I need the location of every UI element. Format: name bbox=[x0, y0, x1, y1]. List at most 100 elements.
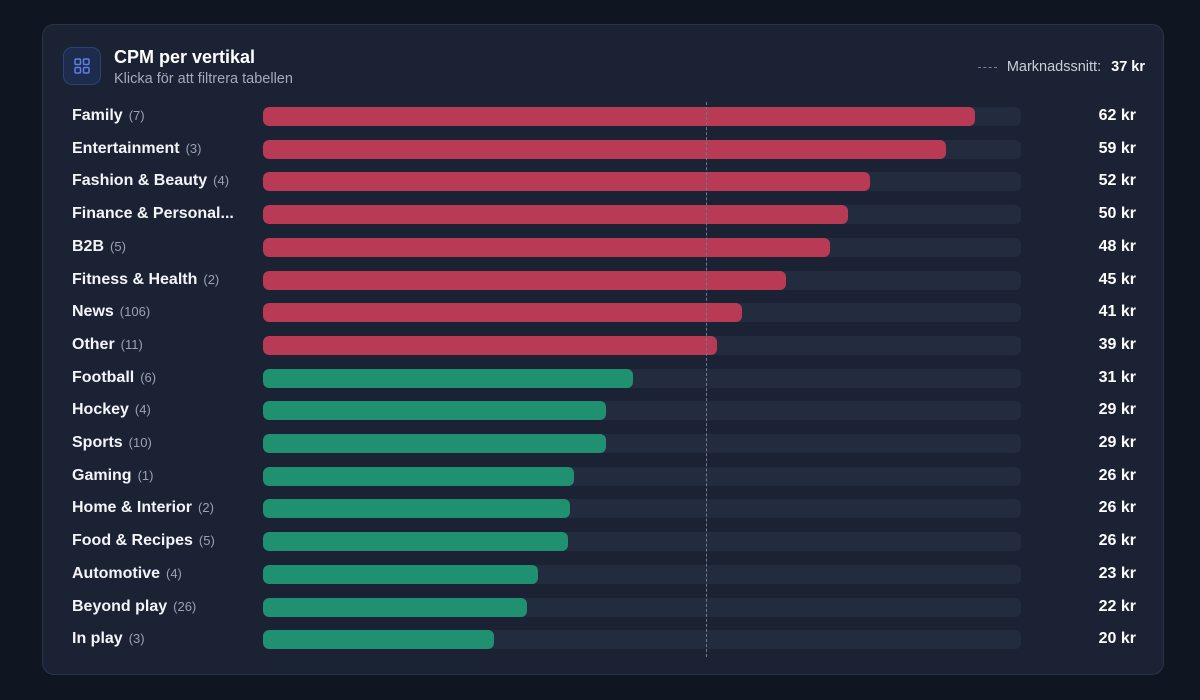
category-label: Finance & Personal... bbox=[72, 200, 254, 228]
bar-track bbox=[263, 597, 1021, 617]
average-value: 37 kr bbox=[1111, 59, 1145, 75]
category-count: (106) bbox=[119, 304, 151, 320]
category-count: (4) bbox=[166, 565, 182, 581]
category-label: Gaming (1) bbox=[72, 462, 254, 490]
bar-row[interactable]: Finance & Personal... 50 kr bbox=[43, 200, 1163, 228]
bar-row[interactable]: Food & Recipes (5) 26 kr bbox=[43, 527, 1163, 555]
value-label: 62 kr bbox=[1098, 107, 1136, 124]
bar-row[interactable]: Hockey (4) 29 kr bbox=[43, 396, 1163, 424]
category-count: (3) bbox=[128, 631, 145, 647]
bar-track bbox=[263, 499, 1021, 519]
bar-row[interactable]: Automotive (4) 23 kr bbox=[43, 560, 1163, 588]
category-label: Entertainment (3) bbox=[72, 135, 254, 163]
value-label: 45 kr bbox=[1098, 270, 1136, 288]
bar-track bbox=[263, 630, 1021, 650]
value-label: 26 kr bbox=[1098, 466, 1136, 484]
cpm-chart-card: CPM per vertikal Klicka för att filtrera… bbox=[42, 24, 1164, 675]
category-label: Hockey (4) bbox=[72, 396, 254, 424]
bar-track bbox=[263, 270, 1021, 290]
bar-row[interactable]: Football (6) 31 kr bbox=[43, 364, 1163, 392]
bar bbox=[263, 466, 574, 486]
bar-track bbox=[263, 564, 1021, 584]
bar-track bbox=[263, 335, 1021, 355]
bar bbox=[263, 205, 849, 225]
category-count: (26) bbox=[173, 598, 197, 614]
bar bbox=[263, 630, 495, 650]
bar-row[interactable]: News (106) 41 kr bbox=[43, 298, 1163, 326]
category-label: B2B (5) bbox=[72, 233, 254, 261]
category-count: (11) bbox=[120, 336, 143, 352]
category-count: (1) bbox=[137, 467, 154, 483]
bar-row[interactable]: Fitness & Health (2) 45 kr bbox=[43, 266, 1163, 294]
category-name: Food & Recipes bbox=[72, 532, 193, 550]
bar bbox=[263, 270, 787, 290]
category-name: Sports bbox=[72, 434, 123, 451]
value-label: 29 kr bbox=[1098, 434, 1136, 451]
category-name: Fitness & Health bbox=[72, 270, 198, 288]
category-name: Hockey bbox=[72, 401, 129, 419]
category-name: B2B bbox=[72, 237, 105, 255]
bar bbox=[263, 139, 946, 159]
category-count: (2) bbox=[198, 500, 214, 516]
bar bbox=[263, 564, 539, 584]
bar bbox=[263, 172, 871, 192]
bar-track bbox=[263, 205, 1021, 225]
bar-row[interactable]: Entertainment (3) 59 kr bbox=[43, 135, 1163, 163]
bar-row[interactable]: Beyond play (26) 22 kr bbox=[43, 593, 1163, 621]
bar-row[interactable]: In play (3) 20 kr bbox=[43, 625, 1163, 653]
category-count: (5) bbox=[110, 238, 126, 254]
value-label: 29 kr bbox=[1098, 401, 1136, 419]
value-label: 26 kr bbox=[1098, 499, 1136, 517]
value-label: 20 kr bbox=[1098, 630, 1136, 648]
category-name: Beyond play bbox=[72, 597, 168, 615]
bar bbox=[263, 335, 718, 355]
category-label: Other (11) bbox=[72, 331, 254, 359]
category-count: (2) bbox=[203, 271, 220, 287]
bar bbox=[263, 434, 606, 453]
category-name: Family bbox=[72, 107, 123, 124]
average-dash-icon bbox=[977, 66, 997, 68]
category-name: Automotive bbox=[72, 564, 160, 582]
average-label: Marknadssnitt: bbox=[1006, 59, 1102, 75]
value-label: 48 kr bbox=[1098, 237, 1136, 255]
bar-row[interactable]: Home & Interior (2) 26 kr bbox=[43, 494, 1163, 522]
bar bbox=[263, 532, 568, 552]
category-name: Home & Interior bbox=[72, 499, 193, 517]
bar-track bbox=[263, 466, 1021, 486]
bar bbox=[263, 368, 633, 388]
category-count: (4) bbox=[134, 402, 151, 418]
category-label: Fashion & Beauty (4) bbox=[72, 167, 254, 195]
bar-track bbox=[263, 172, 1021, 192]
bar-track bbox=[263, 434, 1021, 453]
category-count: (6) bbox=[140, 369, 157, 385]
category-count: (5) bbox=[198, 533, 215, 549]
bar bbox=[263, 597, 527, 617]
bar-rows: Family (7) 62 kr Entertainment (3) 59 kr Fashi… bbox=[43, 102, 1163, 662]
bar-row[interactable]: Family (7) 62 kr bbox=[43, 102, 1163, 130]
bar-row[interactable]: Fashion & Beauty (4) 52 kr bbox=[43, 167, 1163, 195]
category-name: Entertainment bbox=[72, 139, 180, 157]
bar-track bbox=[263, 107, 1021, 126]
bar bbox=[263, 237, 830, 257]
category-label: Football (6) bbox=[72, 364, 254, 392]
bar-row[interactable]: B2B (5) 48 kr bbox=[43, 233, 1163, 261]
category-name: In play bbox=[72, 630, 123, 648]
bar-track bbox=[263, 139, 1021, 159]
category-label: News (106) bbox=[72, 298, 254, 326]
bar-row[interactable]: Other (11) 39 kr bbox=[43, 331, 1163, 359]
value-label: 39 kr bbox=[1098, 335, 1136, 353]
category-label: Sports (10) bbox=[72, 429, 254, 457]
category-label: Fitness & Health (2) bbox=[72, 266, 254, 294]
chart-title: CPM per vertikal bbox=[114, 47, 256, 67]
category-name: Football bbox=[72, 368, 135, 386]
category-name: Other bbox=[72, 335, 115, 353]
bar-row[interactable]: Sports (10) 29 kr bbox=[43, 429, 1163, 457]
chart-subtitle: Klicka för att filtrera tabellen bbox=[114, 71, 293, 87]
category-name: Gaming bbox=[72, 466, 132, 484]
bar-track bbox=[263, 237, 1021, 257]
bar bbox=[263, 107, 975, 126]
category-count: (4) bbox=[213, 173, 230, 189]
bar-track bbox=[263, 401, 1021, 421]
bar-row[interactable]: Gaming (1) 26 kr bbox=[43, 462, 1163, 490]
value-label: 50 kr bbox=[1098, 205, 1136, 223]
